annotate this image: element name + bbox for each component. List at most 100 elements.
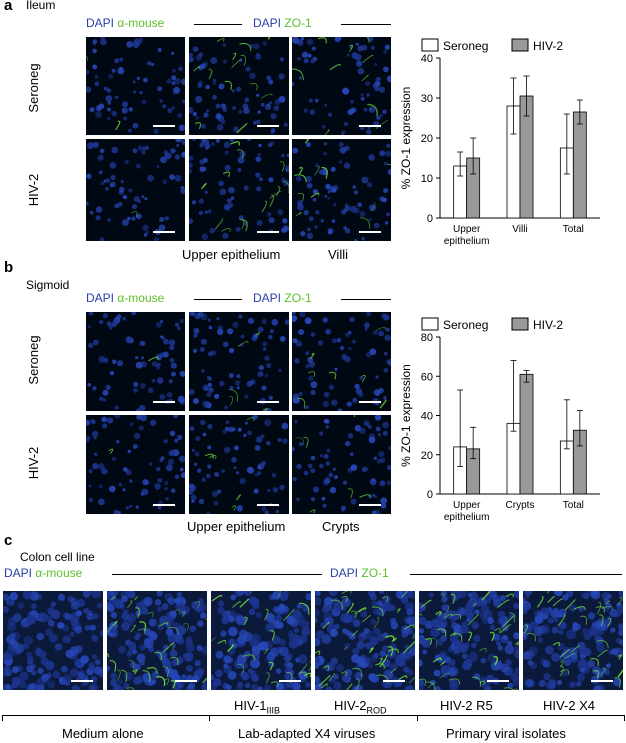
y-tick-label: 80	[421, 332, 433, 344]
scale-bar	[359, 401, 381, 403]
y-tick-label: 30	[421, 93, 433, 105]
y-tick-label: 40	[421, 411, 433, 423]
group-label-lab-adapted: Lab-adapted X4 viruses	[238, 726, 376, 741]
alpha-mouse-text: α-mouse	[35, 566, 83, 580]
scale-bar	[359, 125, 381, 127]
legend-label: Seroneg	[443, 39, 488, 53]
category-label: Villi	[512, 224, 527, 235]
y-tick-label: 10	[421, 173, 433, 185]
legend-label: HIV-2	[533, 318, 563, 332]
category-label: Total	[563, 500, 584, 511]
category-label: Total	[563, 224, 584, 235]
zo1-text: ZO-1	[284, 291, 312, 305]
legend-swatch	[511, 38, 529, 52]
legend-swatch	[421, 317, 439, 331]
legend-label: HIV-2	[533, 39, 563, 53]
micrograph-colon-hiv2-rod	[314, 590, 416, 691]
scale-bar	[279, 680, 301, 682]
zo1-text: ZO-1	[361, 566, 389, 580]
panel-a-stain-alpha-mouse: DAPI α-mouse	[86, 16, 164, 30]
dapi-text: DAPI	[330, 566, 359, 580]
panel-b-label: b	[4, 259, 14, 276]
y-tick-label: 20	[421, 450, 433, 462]
category-label: Upper	[453, 224, 481, 235]
micrograph-colon-hiv1-iiib	[210, 590, 312, 691]
micrograph-colon-medium-alpha	[2, 590, 104, 691]
virus-label-hiv2-r5: HIV-2 R5	[440, 698, 493, 713]
panel-b-stain-line-right	[341, 299, 391, 300]
micrograph-ileum-seroneg-alpha	[85, 36, 186, 136]
virus-label-hiv2-rod: HIV-2ROD	[334, 698, 387, 716]
dapi-text: DAPI	[86, 16, 115, 30]
scale-bar	[257, 401, 279, 403]
scale-bar	[383, 680, 405, 682]
group-tick-left	[2, 715, 3, 721]
micrograph-sigmoid-seroneg-crypts	[291, 311, 392, 412]
zo1-text: ZO-1	[284, 16, 312, 30]
y-tick-label: 60	[421, 371, 433, 383]
group-label-primary-isolates: Primary viral isolates	[446, 726, 566, 741]
group-divider-line	[2, 715, 624, 716]
virus-name: HIV-1	[234, 698, 267, 713]
dapi-text: DAPI	[253, 291, 282, 305]
panel-c-stain-line-right	[410, 574, 622, 575]
panel-b-stain-line-left	[194, 299, 242, 300]
bar	[572, 111, 587, 219]
panel-a-tissue: Ileum	[26, 0, 56, 12]
y-tick-label: 20	[421, 133, 433, 145]
legend-swatch	[511, 317, 529, 331]
panel-a-stain-line-left	[194, 24, 242, 25]
panel-a-caption-villi: Villi	[328, 247, 348, 262]
micrograph-ileum-seroneg-upper	[188, 36, 290, 136]
scale-bar	[153, 125, 175, 127]
micrograph-sigmoid-hiv2-upper	[188, 414, 290, 515]
virus-strain: IIIB	[266, 705, 281, 716]
panel-b-stain-zo1: DAPI ZO-1	[253, 291, 312, 305]
alpha-mouse-text: α-mouse	[117, 291, 165, 305]
scale-bar	[153, 504, 175, 506]
virus-label-hiv1-iiib: HIV-1IIIB	[234, 698, 280, 716]
panel-b-row-label-seroneg: Seroneg	[26, 335, 41, 385]
panel-a-stain-line-right	[341, 24, 391, 25]
y-tick-label: 0	[427, 489, 433, 501]
scale-bar	[359, 504, 381, 506]
scale-bar	[591, 680, 613, 682]
scale-bar	[175, 680, 197, 682]
group-tick-2	[417, 715, 418, 721]
group-tick-right	[624, 715, 625, 721]
micrograph-ileum-hiv2-villi	[291, 138, 392, 242]
panel-a-caption-upper-epithelium: Upper epithelium	[182, 247, 281, 262]
panel-c-stain-alpha-mouse: DAPI α-mouse	[4, 566, 82, 580]
scale-bar	[487, 680, 509, 682]
scale-bar	[257, 231, 279, 233]
y-axis-label: % ZO-1 expression	[399, 87, 413, 190]
virus-label-hiv2-x4: HIV-2 X4	[543, 698, 596, 713]
micrograph-colon-medium-zo1	[106, 590, 208, 691]
group-label-medium-alone: Medium alone	[62, 726, 144, 741]
virus-strain: ROD	[366, 705, 387, 716]
chart-sigmoid-zo1: 0 20 40 60 80 % ZO-1 expression Seroneg HIV-2 Up…	[399, 317, 600, 523]
category-label: epithelium	[444, 512, 490, 523]
panel-b-caption-crypts: Crypts	[322, 519, 360, 534]
alpha-mouse-text: α-mouse	[117, 16, 165, 30]
panel-a-label: a	[4, 0, 13, 14]
scale-bar	[153, 401, 175, 403]
micrograph-sigmoid-seroneg-upper	[188, 311, 290, 412]
micrograph-sigmoid-hiv2-alpha	[85, 414, 186, 515]
scale-bar	[153, 231, 175, 233]
panel-b-caption-upper-epithelium: Upper epithelium	[187, 519, 286, 534]
legend-swatch	[421, 38, 439, 52]
panel-b-tissue: Sigmoid	[26, 278, 70, 292]
y-axis-label: % ZO-1 expression	[399, 364, 413, 467]
panel-c-stain-line-left	[112, 574, 322, 575]
dapi-text: DAPI	[86, 291, 115, 305]
panel-a-row-label-seroneg: Seroneg	[26, 63, 41, 113]
micrograph-sigmoid-seroneg-alpha	[85, 311, 186, 412]
group-tick-1	[209, 715, 210, 721]
chart-ileum-zo1: 0 10 20 30 40 % ZO-1 expression Seroneg HIV-2 Up…	[399, 38, 600, 247]
micrograph-ileum-seroneg-villi	[291, 36, 392, 136]
bar	[519, 373, 534, 495]
scale-bar	[71, 680, 93, 682]
category-label: Crypts	[506, 500, 535, 511]
scale-bar	[257, 125, 279, 127]
